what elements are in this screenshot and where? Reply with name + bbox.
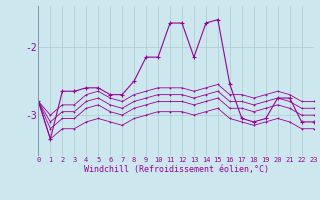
X-axis label: Windchill (Refroidissement éolien,°C): Windchill (Refroidissement éolien,°C) [84,165,268,174]
